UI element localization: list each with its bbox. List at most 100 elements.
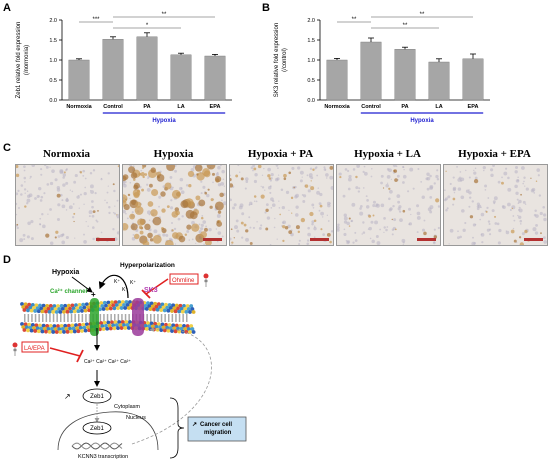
lipid-head bbox=[113, 320, 118, 325]
tissue-speck bbox=[172, 186, 174, 189]
tissue-speck bbox=[362, 187, 365, 189]
tissue-speck bbox=[38, 195, 40, 197]
tissue-speck bbox=[74, 173, 78, 178]
tissue-speck bbox=[474, 167, 477, 170]
tissue-speck bbox=[372, 204, 376, 208]
stain-speck bbox=[166, 205, 170, 209]
tissue-speck bbox=[40, 195, 44, 199]
tissue-speck bbox=[200, 180, 203, 183]
lipid-head bbox=[122, 323, 126, 327]
lipid-head bbox=[66, 323, 71, 328]
tissue-speck bbox=[65, 209, 68, 211]
tissue-speck bbox=[436, 169, 439, 172]
tissue-speck bbox=[87, 225, 89, 227]
lipid-head bbox=[48, 324, 53, 328]
stain-speck bbox=[123, 174, 129, 180]
lipid-head bbox=[75, 326, 80, 331]
tissue-speck bbox=[62, 176, 65, 179]
tissue-speck bbox=[444, 189, 446, 191]
lipid-head bbox=[126, 306, 131, 310]
lipid-head bbox=[153, 321, 158, 326]
stain-speck bbox=[282, 225, 286, 229]
lipid-head bbox=[65, 329, 70, 334]
tissue-speck bbox=[542, 205, 546, 209]
stain-speck bbox=[188, 184, 192, 188]
stain-speck bbox=[141, 188, 144, 192]
tissue-speck bbox=[125, 212, 127, 215]
lipid-head bbox=[81, 302, 86, 307]
lipid-head bbox=[41, 323, 46, 328]
hypoxia-label: Hypoxia bbox=[52, 269, 79, 276]
x-tick-label: Control bbox=[103, 104, 123, 110]
lipid-head bbox=[56, 324, 60, 328]
y-tick-label: 0.0 bbox=[49, 98, 57, 104]
tissue-speck bbox=[412, 187, 415, 190]
tissue-speck bbox=[542, 213, 547, 217]
tissue-speck bbox=[198, 223, 201, 226]
lipid-head bbox=[186, 307, 191, 311]
lipid-head bbox=[28, 325, 33, 330]
tissue-speck bbox=[244, 177, 249, 181]
tissue-speck bbox=[505, 230, 510, 235]
tissue-speck bbox=[61, 204, 66, 209]
tissue-speck bbox=[370, 220, 374, 224]
tissue-speck bbox=[238, 171, 241, 173]
tissue-speck bbox=[408, 207, 411, 211]
hypoxia-group-label: Hypoxia bbox=[410, 118, 434, 124]
lipid-head bbox=[190, 307, 195, 311]
tissue-speck bbox=[29, 177, 31, 179]
tissue-speck bbox=[260, 224, 263, 227]
tissue-speck bbox=[314, 167, 317, 170]
tissue-speck bbox=[285, 190, 290, 195]
tissue-speck bbox=[112, 228, 115, 231]
tissue-speck bbox=[201, 214, 204, 217]
lipid-head bbox=[40, 309, 45, 314]
lipid-head bbox=[155, 307, 160, 312]
tissue-speck bbox=[507, 187, 512, 192]
tissue-speck bbox=[158, 205, 160, 208]
lipid-tail bbox=[117, 314, 120, 322]
tissue-speck bbox=[473, 241, 476, 245]
scale-bar bbox=[96, 238, 115, 241]
tissue-speck bbox=[524, 203, 527, 205]
tissue-speck bbox=[471, 200, 474, 203]
tissue-speck bbox=[361, 233, 363, 235]
stain-speck bbox=[142, 240, 150, 245]
lipid-head bbox=[26, 308, 30, 313]
tissue-speck bbox=[350, 220, 353, 223]
stain-speck bbox=[150, 167, 156, 173]
stain-speck bbox=[494, 215, 497, 218]
lipid-head bbox=[172, 306, 177, 311]
tissue-speck bbox=[420, 181, 423, 183]
tissue-speck bbox=[40, 167, 43, 171]
tissue-speck bbox=[465, 169, 467, 172]
tissue-speck bbox=[91, 205, 94, 209]
tissue-speck bbox=[234, 225, 238, 230]
tissue-speck bbox=[129, 197, 131, 200]
tissue-speck bbox=[100, 178, 103, 181]
tissue-speck bbox=[202, 220, 207, 224]
lipid-head bbox=[51, 310, 56, 314]
tissue-speck bbox=[217, 231, 222, 235]
tissue-speck bbox=[124, 181, 127, 183]
tissue-speck bbox=[123, 209, 126, 214]
tissue-speck bbox=[473, 171, 477, 175]
lipid-head bbox=[119, 306, 124, 310]
scale-bar bbox=[203, 238, 222, 241]
tissue-speck bbox=[492, 200, 496, 204]
lipid-head bbox=[98, 307, 102, 312]
tissue-speck bbox=[523, 180, 525, 183]
lipid-head bbox=[33, 309, 38, 313]
tissue-speck bbox=[43, 192, 46, 195]
tissue-speck bbox=[456, 166, 458, 168]
tissue-speck bbox=[525, 187, 529, 191]
tissue-speck bbox=[403, 169, 405, 171]
stain-speck bbox=[130, 223, 138, 231]
tissue-speck bbox=[307, 226, 310, 230]
tissue-speck bbox=[497, 241, 501, 245]
lipid-head bbox=[76, 309, 81, 314]
tissue-speck bbox=[295, 205, 299, 209]
lipid-head bbox=[48, 304, 53, 308]
lipid-head bbox=[53, 307, 58, 311]
stain-speck bbox=[530, 177, 532, 179]
